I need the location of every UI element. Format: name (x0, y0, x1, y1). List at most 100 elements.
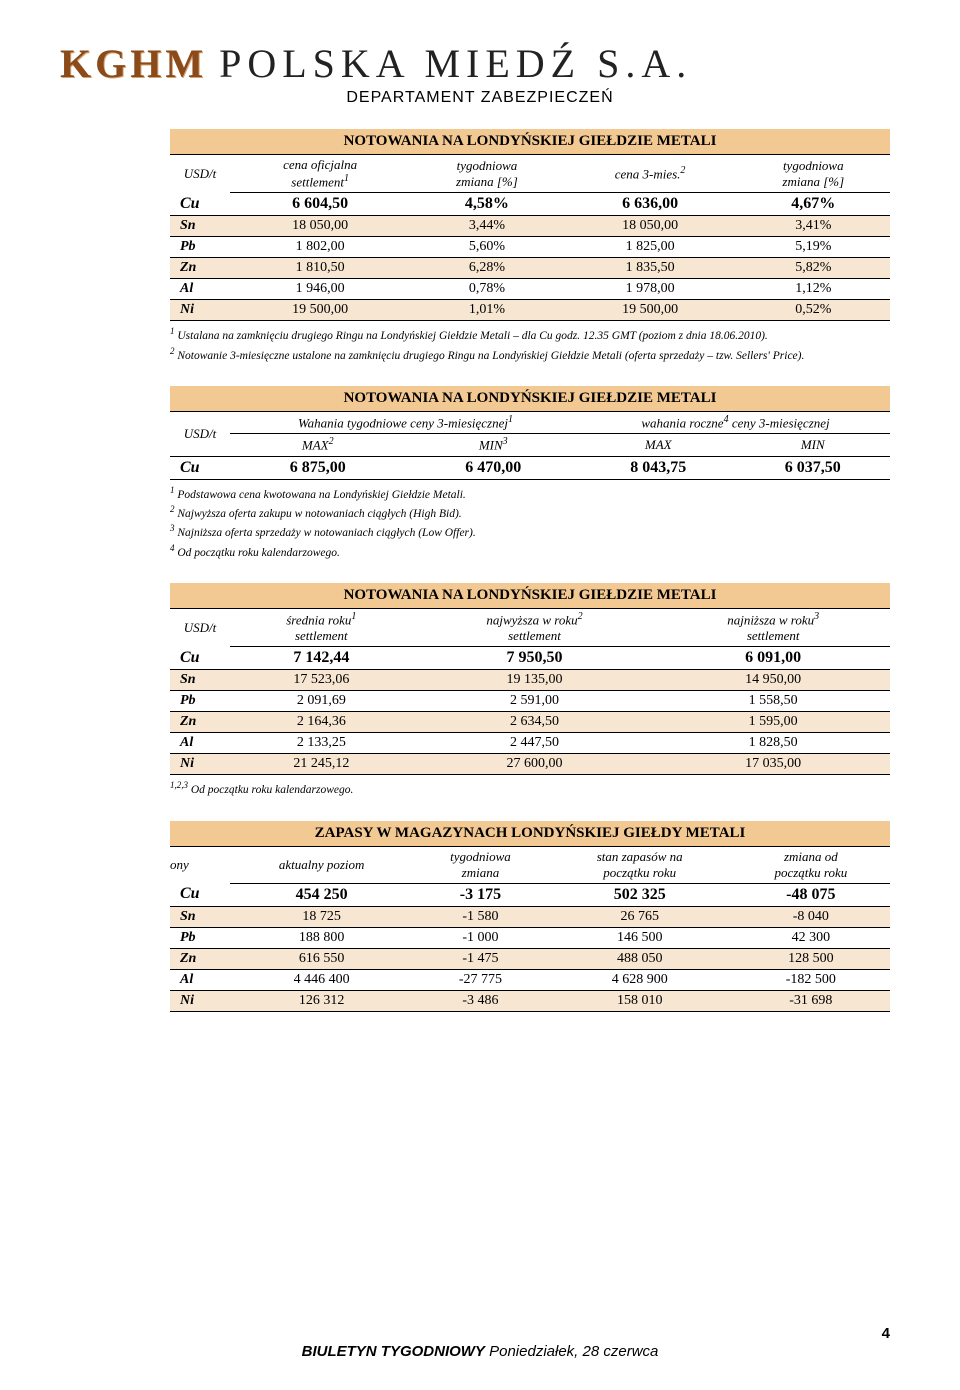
cell: -1 000 (413, 927, 547, 948)
cell: 1,12% (737, 279, 890, 300)
table-row: Pb1 802,005,60%1 825,005,19% (170, 237, 890, 258)
cell: 6 636,00 (564, 193, 737, 216)
footer-rest: Poniedziałek, 28 czerwca (485, 1343, 658, 1360)
metal-symbol: Sn (170, 216, 230, 237)
t2-footnotes: 1 Podstawowa cena kwotowana na Londyński… (170, 484, 890, 561)
cell: 1 595,00 (656, 712, 890, 733)
cell: 188 800 (230, 927, 413, 948)
t3-title: NOTOWANIA NA LONDYŃSKIEJ GIEŁDZIE METALI (170, 583, 890, 609)
table-row: Zn1 810,506,28%1 835,505,82% (170, 258, 890, 279)
cell: -3 175 (413, 883, 547, 906)
cell: -8 040 (732, 906, 890, 927)
t2-unit: USD/t (170, 412, 230, 457)
cell: 18 050,00 (564, 216, 737, 237)
cell: 5,60% (410, 237, 563, 258)
logo-rest: POLSKA MIEDŹ S.A. (219, 41, 692, 86)
t2-sh4: MIN (735, 434, 890, 456)
metal-symbol: Pb (170, 927, 230, 948)
t1-title: NOTOWANIA NA LONDYŃSKIEJ GIEŁDZIE METALI (170, 129, 890, 155)
table-row: Cu6 604,504,58%6 636,004,67% (170, 193, 890, 216)
t1-h3: cena 3-mies.2 (564, 155, 737, 193)
t2-sh2: MIN3 (406, 434, 582, 456)
company-logo-line: KGHM POLSKA MIEDŹ S.A. (60, 40, 900, 87)
cell: 5,82% (737, 258, 890, 279)
t4-unit: ony (170, 846, 230, 883)
t2-g1: Wahania tygodniowe ceny 3-miesięcznej1 (230, 412, 581, 434)
t2-row-cu: Cu 6 875,00 6 470,00 8 043,75 6 037,50 (170, 456, 890, 479)
metal-symbol: Ni (170, 300, 230, 321)
company-header: KGHM POLSKA MIEDŹ S.A. DEPARTAMENT ZABEZ… (60, 40, 900, 107)
cell: 17 035,00 (656, 754, 890, 775)
cell: 3,44% (410, 216, 563, 237)
cell: 6 091,00 (656, 647, 890, 670)
cell: 7 950,50 (413, 647, 657, 670)
table-row: Cu454 250-3 175502 325-48 075 (170, 883, 890, 906)
cell: 1 825,00 (564, 237, 737, 258)
cell: 454 250 (230, 883, 413, 906)
cell: 17 523,06 (230, 670, 413, 691)
cell: 18 725 (230, 906, 413, 927)
t1-h2: tygodniowazmiana [%] (410, 155, 563, 193)
t3-h2: najwyższa w roku2settlement (413, 609, 657, 647)
table-row: Ni21 245,1227 600,0017 035,00 (170, 754, 890, 775)
t2-sh3: MAX (581, 434, 735, 456)
cell: 7 142,44 (230, 647, 413, 670)
table-row: Sn17 523,0619 135,0014 950,00 (170, 670, 890, 691)
t4-title: ZAPASY W MAGAZYNACH LONDYŃSKIEJ GIEŁDY M… (170, 821, 890, 847)
t2-g2: wahania roczne4 ceny 3-miesięcznej (581, 412, 890, 434)
cell: 1 558,50 (656, 691, 890, 712)
table-row: Al4 446 400-27 7754 628 900-182 500 (170, 969, 890, 990)
logo-kghm: KGHM (60, 41, 207, 86)
cell: 1 835,50 (564, 258, 737, 279)
table-row: Pb2 091,692 591,001 558,50 (170, 691, 890, 712)
table-row: Sn18 050,003,44%18 050,003,41% (170, 216, 890, 237)
cell: -27 775 (413, 969, 547, 990)
t4-h4: zmiana odpoczątku roku (732, 846, 890, 883)
t1-h1: cena oficjalnasettlement1 (230, 155, 410, 193)
table-row: Zn616 550-1 475488 050128 500 (170, 948, 890, 969)
cell: 3,41% (737, 216, 890, 237)
cell: 502 325 (548, 883, 732, 906)
cell: 4 628 900 (548, 969, 732, 990)
metal-symbol: Sn (170, 906, 230, 927)
cell: 27 600,00 (413, 754, 657, 775)
metal-symbol: Pb (170, 237, 230, 258)
cell: 19 500,00 (564, 300, 737, 321)
cell: -1 475 (413, 948, 547, 969)
table-row: Sn18 725-1 58026 765-8 040 (170, 906, 890, 927)
department-label: DEPARTAMENT ZABEZPIECZEŃ (60, 89, 900, 107)
t2-sh1: MAX2 (230, 434, 406, 456)
cell: 158 010 (548, 990, 732, 1011)
table-row: Pb188 800-1 000146 50042 300 (170, 927, 890, 948)
cell: 5,19% (737, 237, 890, 258)
footer-bold: BIULETYN TYGODNIOWY (302, 1343, 485, 1360)
cell: 0,52% (737, 300, 890, 321)
cell: 6 604,50 (230, 193, 410, 216)
metal-symbol: Zn (170, 258, 230, 279)
content-area: NOTOWANIA NA LONDYŃSKIEJ GIEŁDZIE METALI… (60, 129, 900, 1012)
cell: 18 050,00 (230, 216, 410, 237)
t4-h1: aktualny poziom (230, 846, 413, 883)
cell: 488 050 (548, 948, 732, 969)
table-row: Ni126 312-3 486158 010-31 698 (170, 990, 890, 1011)
t1-unit: USD/t (170, 155, 230, 193)
cell: -1 580 (413, 906, 547, 927)
cell: 42 300 (732, 927, 890, 948)
t4-h3: stan zapasów napoczątku roku (548, 846, 732, 883)
cell: -182 500 (732, 969, 890, 990)
metal-symbol: Al (170, 279, 230, 300)
cell: 2 164,36 (230, 712, 413, 733)
cell: 128 500 (732, 948, 890, 969)
cell: 21 245,12 (230, 754, 413, 775)
t3-footnotes: 1,2,3 Od początku roku kalendarzowego. (170, 779, 890, 798)
cell: 1,01% (410, 300, 563, 321)
cell: 2 447,50 (413, 733, 657, 754)
table-row: Al1 946,000,78%1 978,001,12% (170, 279, 890, 300)
metal-symbol: Zn (170, 712, 230, 733)
cell: 0,78% (410, 279, 563, 300)
cell: 1 978,00 (564, 279, 737, 300)
cell: 1 810,50 (230, 258, 410, 279)
cell: 19 135,00 (413, 670, 657, 691)
metal-symbol: Al (170, 733, 230, 754)
cell: -31 698 (732, 990, 890, 1011)
